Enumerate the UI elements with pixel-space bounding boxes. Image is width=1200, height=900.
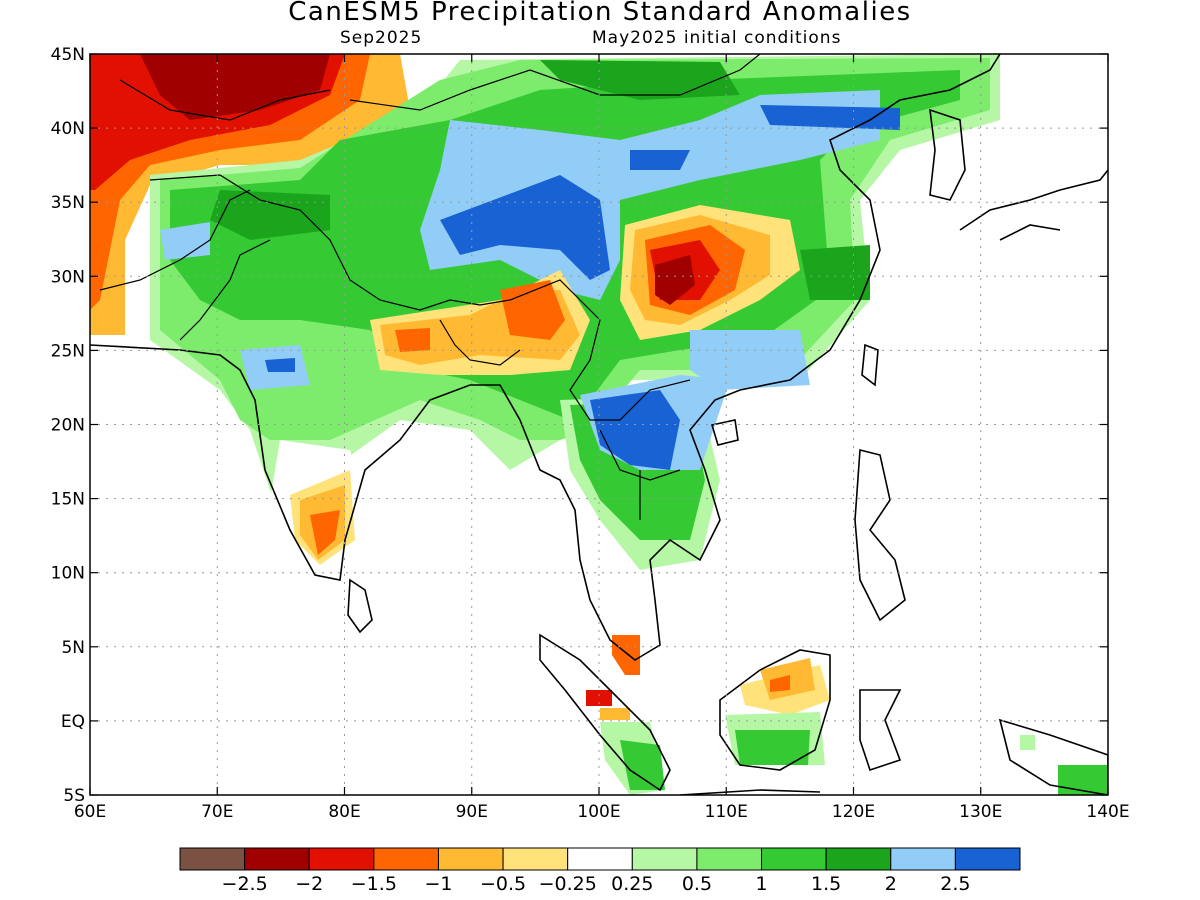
coastline-taiwan: [861, 343, 879, 387]
country-borders: [99, 54, 761, 520]
coastline-new-guinea: [998, 718, 1108, 795]
anomaly-region: [760, 105, 900, 130]
x-tick-label: 80E: [328, 802, 360, 822]
anomaly-region: [600, 708, 630, 720]
colorbar: −2.5 −2 −1.5 −1 −0.5 −0.25 0.25 0.5 1 1.5 2 2.5: [179, 847, 1021, 895]
y-tick-label: 45N: [51, 45, 85, 65]
border: [439, 319, 521, 366]
map-title: CanESM5 Precipitation Standard Anomalies: [288, 0, 912, 27]
colorbar-label: 2: [885, 873, 897, 895]
y-tick-label: EQ: [61, 712, 85, 732]
anomaly-region: [140, 54, 330, 120]
map-axes: 60E 70E 80E 90E 100E 110E 120E 130E 140E 45N 40N 35…: [51, 45, 1130, 822]
anomaly-region: [690, 330, 810, 390]
y-tick-label: 20N: [51, 416, 85, 436]
anomaly-region: [1020, 735, 1035, 750]
border: [599, 429, 681, 520]
x-tick-label: 110E: [705, 802, 748, 822]
anomaly-region: [612, 635, 640, 675]
x-tick-label: 90E: [456, 802, 488, 822]
border: [349, 54, 761, 111]
colorbar-swatch: [244, 847, 310, 871]
colorbar-swatch: [954, 847, 1021, 871]
coastlines: [90, 54, 1108, 795]
colorbar-label: −2.5: [222, 873, 268, 895]
anomaly-region: [630, 150, 690, 170]
anomaly-region: [770, 675, 790, 692]
border: [99, 189, 251, 291]
anomaly-region: [586, 690, 612, 706]
colorbar-label: −1.5: [351, 873, 397, 895]
x-tick-label: 100E: [577, 802, 620, 822]
x-tick-label: 60E: [74, 802, 106, 822]
anomaly-region: [620, 740, 665, 790]
anomaly-region: [540, 60, 740, 100]
anomaly-region: [500, 280, 565, 340]
anomaly-region: [310, 510, 340, 555]
y-tick-label: 40N: [51, 119, 85, 139]
anomaly-field: [90, 54, 1108, 795]
anomaly-region: [265, 358, 295, 372]
border: [149, 174, 691, 421]
colorbar-label: −1: [424, 873, 452, 895]
y-tick-label: 5N: [61, 638, 85, 658]
coastline-japan: [959, 169, 1108, 241]
x-tick-label: 120E: [832, 802, 875, 822]
anomaly-region: [590, 390, 680, 470]
y-tick-label: 25N: [51, 341, 85, 361]
y-tick-label: 10N: [51, 564, 85, 584]
colorbar-swatch: [567, 847, 633, 871]
colorbar-swatch: [502, 847, 569, 871]
colorbar-label: 2.5: [940, 873, 970, 895]
y-tick-label: 5S: [63, 786, 85, 806]
colorbar-swatch: [308, 847, 375, 871]
coastline-korea: [929, 108, 966, 201]
anomaly-region: [440, 175, 610, 280]
anomaly-region: [160, 222, 210, 260]
colorbar-label: 0.5: [682, 873, 712, 895]
anomaly-region: [800, 245, 870, 300]
anomaly-region: [395, 328, 430, 352]
colorbar-label: −0.5: [480, 873, 526, 895]
colorbar-swatch: [631, 847, 698, 871]
x-tick-label: 130E: [959, 802, 1002, 822]
colorbar-swatch: [437, 847, 504, 871]
colorbar-swatch: [373, 847, 439, 871]
coastline-philippines: [854, 448, 906, 622]
gridlines: [90, 54, 1108, 795]
colorbar-label: 0.25: [611, 873, 653, 895]
colorbar-label: −0.25: [539, 873, 597, 895]
coastline-borneo: [719, 649, 831, 771]
x-tick-label: 140E: [1086, 802, 1129, 822]
coastline-hainan: [710, 419, 739, 446]
forecast-month: Sep2025: [340, 28, 423, 48]
colorbar-swatch: [179, 847, 246, 871]
coastline-sulawesi: [859, 689, 902, 772]
y-tick-label: 30N: [51, 267, 85, 287]
border: [179, 239, 271, 341]
colorbar-swatch: [761, 847, 827, 871]
colorbar-swatch: [890, 847, 956, 871]
y-tick-label: 15N: [51, 490, 85, 510]
x-tick-label: 70E: [201, 802, 233, 822]
y-tick-label: 35N: [51, 193, 85, 213]
coastline: [90, 54, 1001, 661]
initial-conditions: May2025 initial conditions: [592, 28, 842, 48]
anomaly-region: [655, 255, 695, 305]
colorbar-swatch: [696, 847, 763, 871]
colorbar-label: −2: [295, 873, 323, 895]
border: [119, 79, 331, 121]
anomaly-region: [1058, 765, 1108, 795]
coastline-java: [679, 789, 821, 795]
coastline-sri-lanka: [347, 578, 373, 634]
colorbar-label: 1: [755, 873, 767, 895]
colorbar-swatch: [825, 847, 892, 871]
coastline-sumatra: [539, 633, 671, 792]
anomaly-region: [735, 730, 810, 765]
colorbar-label: 1.5: [811, 873, 841, 895]
